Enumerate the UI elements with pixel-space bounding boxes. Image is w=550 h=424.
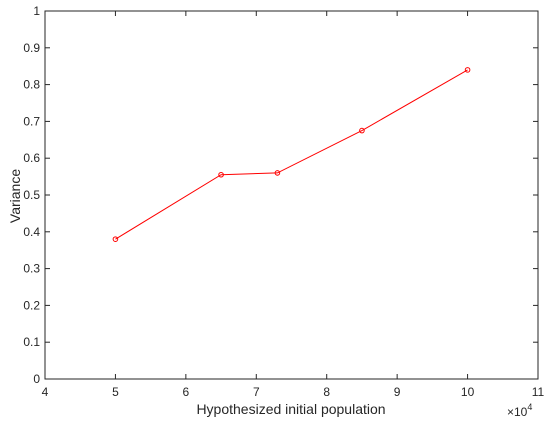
x-tick-label: 9	[394, 385, 401, 399]
y-tick-label: 0.6	[23, 151, 40, 165]
y-tick-label: 0.9	[23, 41, 40, 55]
data-series	[112, 67, 471, 242]
data-point-marker	[218, 171, 224, 178]
data-point-marker	[112, 236, 119, 242]
x-tick-label: 6	[183, 385, 190, 399]
x-tick-label: 4	[42, 385, 49, 399]
data-point-marker	[464, 67, 471, 73]
y-tick-label: 0.2	[23, 298, 40, 312]
y-tick-label: 0	[33, 372, 40, 386]
x-tick-label: 7	[253, 385, 260, 399]
data-point-marker	[274, 170, 281, 176]
y-tick-label: 0.8	[23, 78, 40, 92]
tick-marks: 4 5 6 7 8 9 10 11 0 0.1 0.2 0.3 0.4 0.5 0.6 0.7 0.8 0.9 1	[23, 4, 544, 399]
y-tick-label: 0.4	[23, 225, 40, 239]
y-tick-label: 0.1	[23, 335, 40, 349]
y-tick-label: 0.3	[23, 262, 40, 276]
y-tick-label: 1	[33, 4, 40, 18]
x-axis-exponent-power: 4	[527, 402, 532, 412]
x-tick-label: 11	[532, 385, 545, 399]
y-tick-label: 0.7	[23, 114, 40, 128]
data-point-marker	[359, 127, 365, 134]
series-line	[115, 69, 468, 240]
y-tick-label: 0.5	[23, 188, 40, 202]
x-axis-exponent-base: ×10	[507, 405, 528, 419]
x-axis-label: Hypothesized initial population	[196, 401, 385, 417]
x-tick-label: 8	[323, 385, 330, 399]
x-axis-exponent: ×104	[507, 402, 532, 419]
x-tick-label: 5	[112, 385, 119, 399]
x-tick-label: 10	[461, 385, 475, 399]
y-axis-label: Variance	[7, 169, 23, 223]
